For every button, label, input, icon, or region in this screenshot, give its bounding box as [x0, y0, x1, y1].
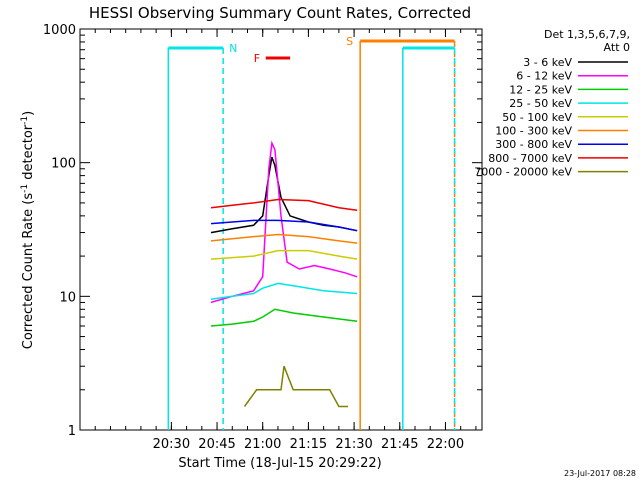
flag-label: F: [254, 52, 260, 65]
legend-label: 3 - 6 keV: [523, 56, 572, 69]
y-axis-label: Corrected Count Rate (s-1 detector-1): [20, 111, 36, 349]
series-line: [210, 282, 358, 301]
legend-title-line-1: Det 1,3,5,6,7,9,: [544, 28, 630, 41]
plot-area: [79, 28, 483, 431]
generation-timestamp: 23-Jul-2017 08:28: [564, 469, 636, 478]
y-axis-label-main: Corrected Count Rate (s: [21, 193, 36, 350]
series-line: [210, 140, 358, 304]
series-line: [210, 219, 358, 232]
plot-frame: [79, 28, 483, 431]
y-axis-label-end: ): [21, 111, 36, 116]
y-axis-label-mid: detector: [21, 124, 36, 184]
series-line: [210, 249, 358, 260]
x-tick-label: 21:15: [290, 437, 327, 452]
y-axis-label-sup2: -1: [20, 116, 30, 125]
legend-label: 300 - 800 keV: [495, 138, 572, 151]
y-tick-label: 10: [59, 290, 76, 305]
series-line: [243, 365, 348, 408]
y-axis: 1 10 100 1000: [43, 23, 482, 439]
y-tick-label: 1000: [43, 23, 76, 38]
x-tick-label: 21:30: [335, 437, 372, 452]
legend-label: 7000 - 20000 keV: [474, 166, 572, 179]
series-line: [210, 308, 358, 327]
x-tick-label: 22:00: [427, 437, 464, 452]
legend-label: 100 - 300 keV: [495, 125, 572, 138]
x-tick-label: 20:30: [153, 437, 190, 452]
legend-label: 25 - 50 keV: [509, 97, 572, 110]
legend-label: 800 - 7000 keV: [488, 152, 572, 165]
y-tick-label: 1: [68, 424, 76, 439]
series-line: [210, 198, 358, 212]
series-layer: [210, 140, 358, 408]
flag-label: S: [346, 35, 353, 48]
x-axis-label: Start Time (18-Jul-15 20:29:22): [178, 456, 381, 471]
flag-label: N: [229, 42, 237, 55]
x-axis: 20:30 20:45 21:00 21:15 21:30 21:45 22:00: [79, 29, 477, 452]
x-tick-label: 21:00: [244, 437, 281, 452]
x-tick-label: 21:45: [381, 437, 418, 452]
series-line: [210, 233, 358, 244]
chart-title: HESSI Observing Summary Count Rates, Cor…: [89, 4, 471, 22]
y-axis-label-sup1: -1: [20, 184, 30, 193]
legend-title-line-2: Att 0: [604, 41, 630, 54]
legend-label: 6 - 12 keV: [516, 70, 572, 83]
y-tick-label: 100: [51, 157, 76, 172]
x-tick-label: 20:45: [198, 437, 235, 452]
legend-label: 12 - 25 keV: [509, 83, 572, 96]
series-line: [210, 156, 358, 234]
legend-label: 50 - 100 keV: [502, 111, 572, 124]
